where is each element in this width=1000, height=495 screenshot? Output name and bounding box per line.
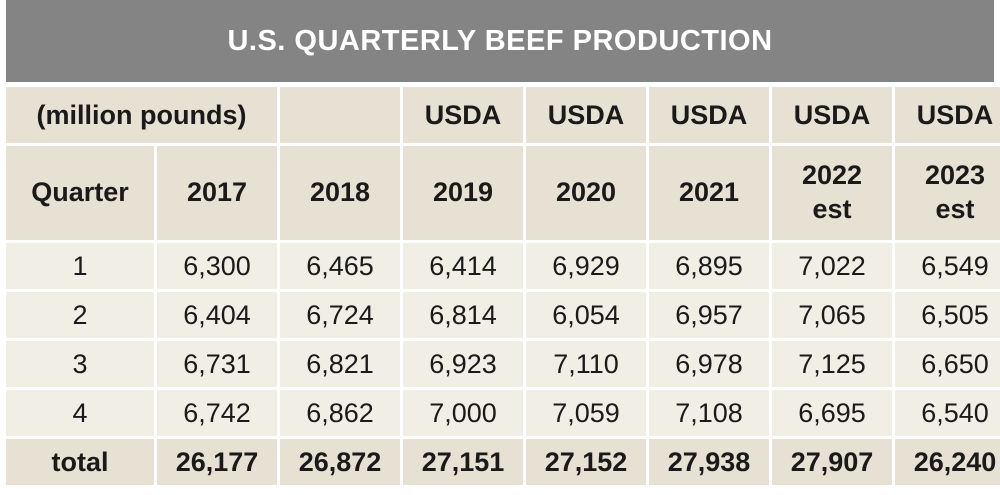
value-cell-2021: 6,895 (649, 243, 769, 289)
value-cell-2022: 7,022 (772, 243, 892, 289)
usda-header-2023: USDA (895, 87, 1000, 143)
beef-production-table: (million pounds) USDA USDA USDA USDA USD… (3, 84, 1000, 488)
value-cell-2021: 6,978 (649, 341, 769, 387)
value-cell-2022: 7,065 (772, 292, 892, 338)
value-cell-2023: 6,650 (895, 341, 1000, 387)
year-header-2021: 2021 (649, 146, 769, 240)
usda-header-2021: USDA (649, 87, 769, 143)
usda-header-2020: USDA (526, 87, 646, 143)
year-label: 2019 (432, 177, 494, 208)
value-cell-2023: 6,540 (895, 390, 1000, 436)
value-cell-2018: 6,724 (280, 292, 400, 338)
value-cell-2018: 6,862 (280, 390, 400, 436)
year-label: 2017 (186, 177, 248, 208)
value-cell-2023: 6,505 (895, 292, 1000, 338)
year-label: 2018 (309, 177, 371, 208)
year-label: 2022 (801, 160, 863, 191)
value-cell-2017: 6,404 (157, 292, 277, 338)
value-cell-2018: 6,821 (280, 341, 400, 387)
year-header-2023: 2023 est (895, 146, 1000, 240)
estimate-label: est (935, 194, 975, 224)
year-header-2019: 2019 (403, 146, 523, 240)
total-cell-2019: 27,151 (403, 439, 523, 485)
table-row: 4 6,742 6,862 7,000 7,059 7,108 6,695 6,540 (6, 390, 1000, 436)
total-cell-2021: 27,938 (649, 439, 769, 485)
total-cell-2023: 26,240 (895, 439, 1000, 485)
value-cell-2017: 6,300 (157, 243, 277, 289)
value-cell-2021: 6,957 (649, 292, 769, 338)
value-cell-2018: 6,465 (280, 243, 400, 289)
value-cell-2022: 7,125 (772, 341, 892, 387)
quarter-header: Quarter (6, 146, 154, 240)
year-header-2018: 2018 (280, 146, 400, 240)
value-cell-2022: 6,695 (772, 390, 892, 436)
year-header-2020: 2020 (526, 146, 646, 240)
value-cell-2019: 7,000 (403, 390, 523, 436)
total-cell-2017: 26,177 (157, 439, 277, 485)
value-cell-2019: 6,414 (403, 243, 523, 289)
value-cell-2019: 6,814 (403, 292, 523, 338)
table-row: 2 6,404 6,724 6,814 6,054 6,957 7,065 6,505 (6, 292, 1000, 338)
year-header-2022: 2022 est (772, 146, 892, 240)
usda-header-2022: USDA (772, 87, 892, 143)
value-cell-2020: 7,110 (526, 341, 646, 387)
quarter-label: 4 (6, 390, 154, 436)
total-cell-2018: 26,872 (280, 439, 400, 485)
usda-header-2019: USDA (403, 87, 523, 143)
quarter-label: 1 (6, 243, 154, 289)
value-cell-2019: 6,923 (403, 341, 523, 387)
units-label: (million pounds) (6, 87, 277, 143)
year-label: 2021 (678, 177, 740, 208)
year-header-2017: 2017 (157, 146, 277, 240)
value-cell-2020: 7,059 (526, 390, 646, 436)
total-row: total 26,177 26,872 27,151 27,152 27,938 27,90… (6, 439, 1000, 485)
value-cell-2017: 6,742 (157, 390, 277, 436)
value-cell-2017: 6,731 (157, 341, 277, 387)
value-cell-2023: 6,549 (895, 243, 1000, 289)
total-cell-2022: 27,907 (772, 439, 892, 485)
value-cell-2020: 6,929 (526, 243, 646, 289)
total-label: total (6, 439, 154, 485)
quarter-label: 3 (6, 341, 154, 387)
table-row: 3 6,731 6,821 6,923 7,110 6,978 7,125 6,650 (6, 341, 1000, 387)
year-label: 2023 (924, 160, 986, 191)
value-cell-2020: 6,054 (526, 292, 646, 338)
estimate-label: est (812, 194, 852, 224)
table-title: U.S. QUARTERLY BEEF PRODUCTION (6, 0, 994, 82)
table-row: 1 6,300 6,465 6,414 6,929 6,895 7,022 6,549 (6, 243, 1000, 289)
usda-header-2018 (280, 87, 400, 143)
year-label: 2020 (555, 177, 617, 208)
total-cell-2020: 27,152 (526, 439, 646, 485)
quarter-label: 2 (6, 292, 154, 338)
value-cell-2021: 7,108 (649, 390, 769, 436)
